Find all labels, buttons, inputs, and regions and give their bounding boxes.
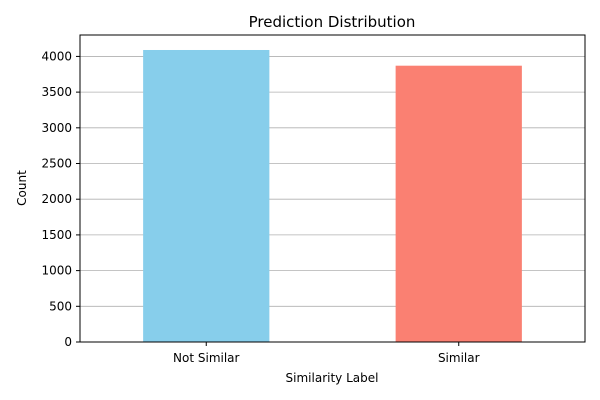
y-tick-label: 3500 bbox=[41, 85, 72, 99]
y-tick-label: 2500 bbox=[41, 157, 72, 171]
y-tick-label: 3000 bbox=[41, 121, 72, 135]
y-tick-label: 1000 bbox=[41, 264, 72, 278]
x-axis-label: Similarity Label bbox=[286, 371, 379, 385]
y-axis-ticks: 0 500 1000 1500 2000 2500 3000 3500 4000 bbox=[41, 49, 80, 349]
x-tick-label: Not Similar bbox=[173, 351, 240, 365]
bar-not-similar bbox=[143, 49, 270, 343]
y-tick-label: 1500 bbox=[41, 228, 72, 242]
y-tick-label: 2000 bbox=[41, 192, 72, 206]
chart-title: Prediction Distribution bbox=[249, 13, 416, 31]
x-tick-label: Similar bbox=[438, 351, 480, 365]
x-axis-ticks: Not Similar Similar bbox=[173, 342, 480, 365]
bar-similar bbox=[395, 65, 522, 342]
y-tick-label: 500 bbox=[49, 299, 72, 313]
bars bbox=[143, 49, 522, 343]
plot-frame bbox=[79, 34, 586, 343]
y-tick-label: 4000 bbox=[41, 49, 72, 63]
y-tick-label: 0 bbox=[64, 335, 72, 349]
y-axis-label: Count bbox=[15, 170, 29, 206]
